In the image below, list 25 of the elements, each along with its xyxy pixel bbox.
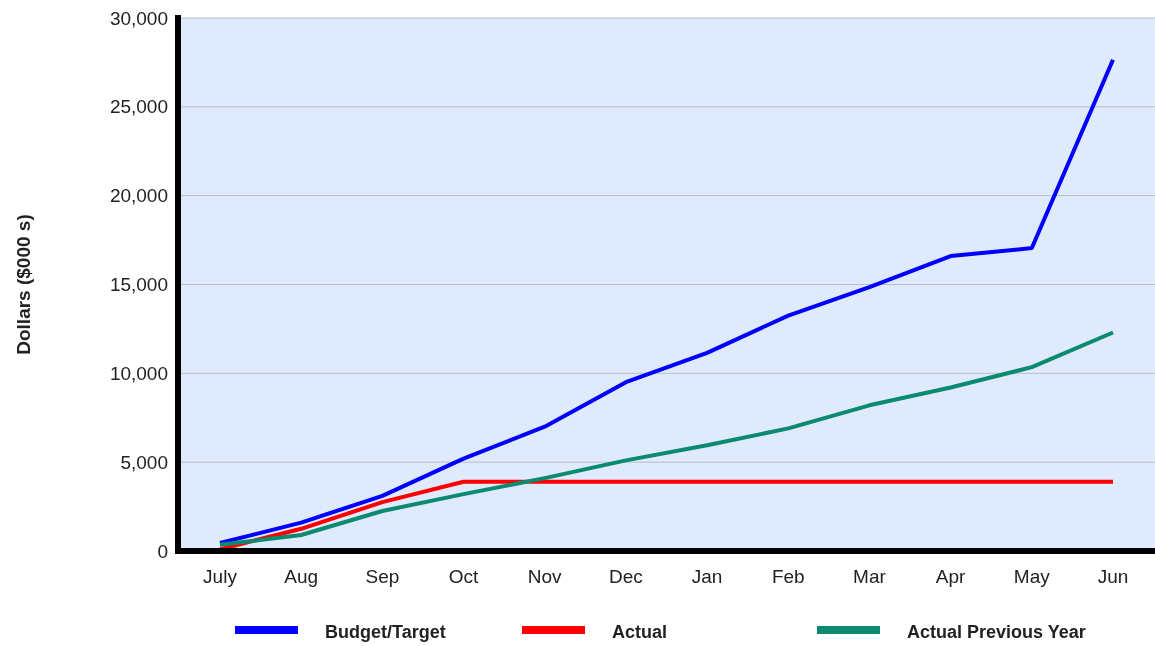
x-tick-label: Jun (1097, 566, 1129, 587)
legend-label: Budget/Target (325, 622, 446, 642)
y-tick-label: 0 (157, 540, 168, 562)
x-tick-label: Oct (448, 566, 480, 587)
y-axis-title: Dollars ($000 s) (13, 214, 34, 355)
x-tick-label: Dec (609, 566, 643, 587)
line-series (218, 330, 1115, 547)
x-tick-label: Aug (284, 566, 319, 587)
x-tick-label: Jan (691, 566, 723, 587)
x-tick-label: Sep (365, 566, 400, 587)
y-tick-label: 10,000 (109, 362, 168, 384)
y-tick-label: 25,000 (109, 96, 168, 118)
legend-label: Actual (612, 622, 668, 642)
y-tick-label: 15,000 (109, 274, 168, 296)
y-tick-label: 5,000 (120, 451, 168, 473)
x-tick-label: Mar (853, 566, 887, 587)
y-tick-label: 20,000 (109, 185, 168, 207)
x-tick-label: May (1013, 566, 1051, 587)
x-tick-label: Nov (527, 566, 563, 587)
y-tick-label: 30,000 (109, 7, 168, 29)
line-series (218, 57, 1115, 546)
x-tick-label: Feb (771, 566, 805, 587)
x-tick-label: July (203, 566, 238, 587)
x-tick-label: Apr (935, 566, 967, 587)
legend-label: Actual Previous Year (907, 622, 1086, 642)
